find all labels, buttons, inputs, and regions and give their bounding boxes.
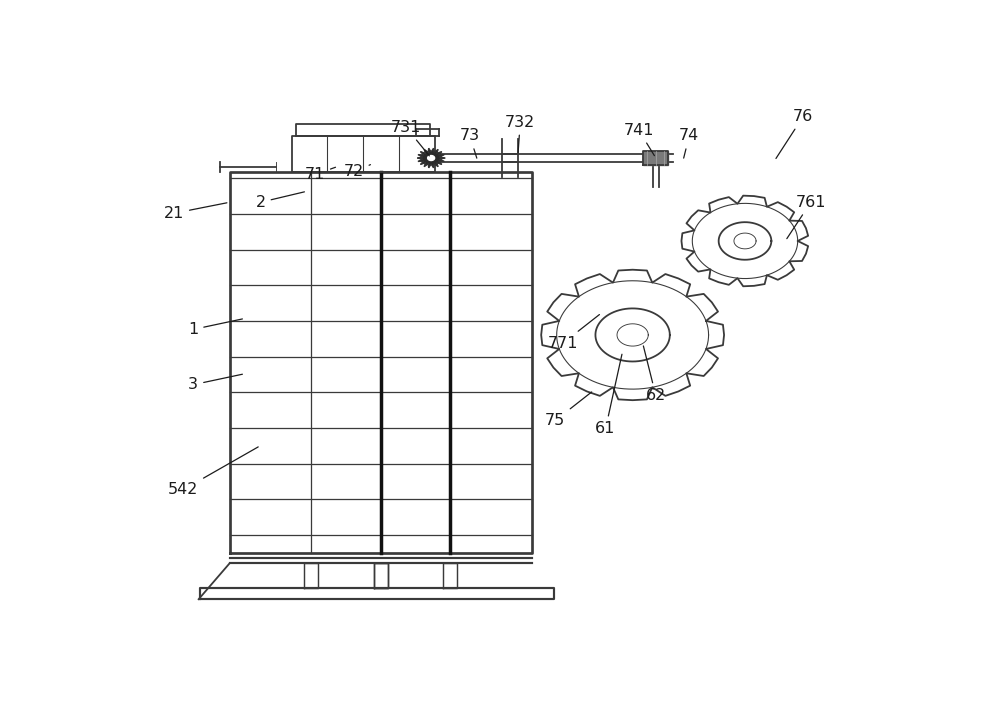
Text: 731: 731: [391, 120, 429, 156]
Text: 75: 75: [545, 392, 592, 428]
Text: 3: 3: [188, 374, 242, 392]
Text: 76: 76: [776, 109, 813, 159]
Text: 732: 732: [505, 115, 535, 152]
Polygon shape: [428, 156, 435, 161]
Text: 741: 741: [624, 123, 654, 156]
Polygon shape: [643, 151, 668, 165]
Text: 542: 542: [168, 447, 258, 498]
Text: 62: 62: [643, 346, 666, 404]
Text: 2: 2: [256, 192, 304, 210]
Text: 71: 71: [305, 167, 336, 182]
Text: 74: 74: [679, 129, 699, 158]
Text: 73: 73: [460, 129, 480, 158]
Text: 61: 61: [595, 354, 622, 437]
Text: 21: 21: [164, 202, 227, 221]
Text: 771: 771: [548, 314, 599, 350]
Text: 761: 761: [787, 195, 826, 238]
Text: 1: 1: [188, 319, 242, 337]
Text: 72: 72: [344, 164, 370, 180]
Polygon shape: [417, 148, 445, 168]
